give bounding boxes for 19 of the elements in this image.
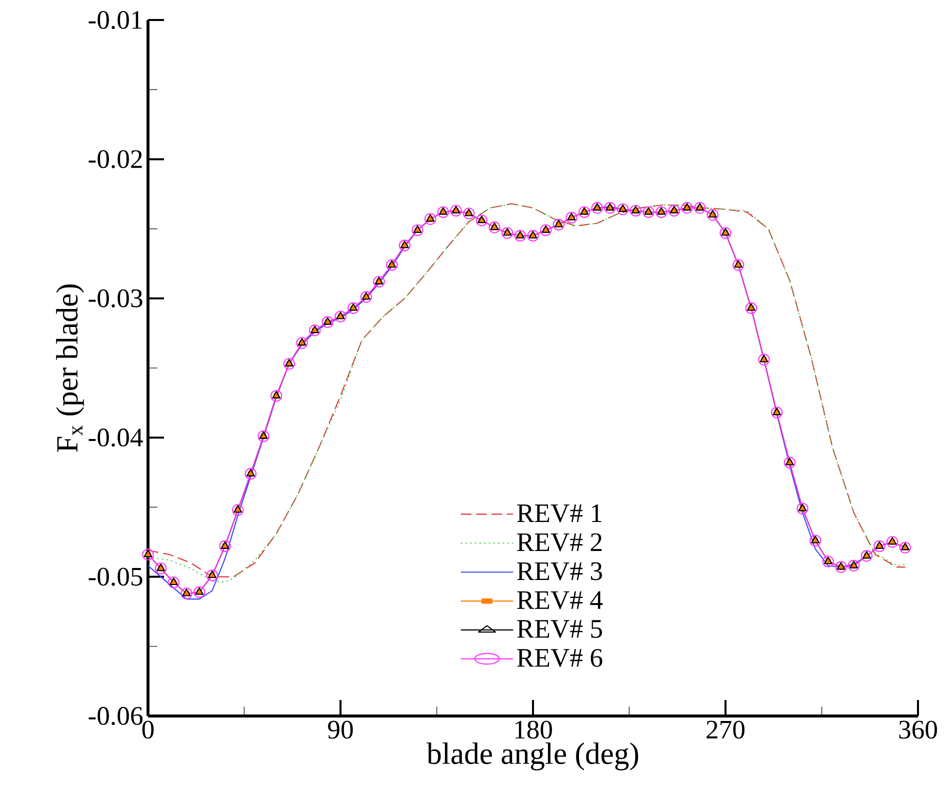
- y-tick-label: -0.04: [88, 428, 143, 447]
- x-tick-label: 360: [899, 720, 937, 739]
- x-tick-label: 270: [706, 720, 744, 739]
- y-tick-label: -0.01: [88, 10, 142, 30]
- x-axis-title: blade angle (deg): [426, 742, 638, 770]
- y-tick-label: -0.02: [88, 150, 142, 168]
- x-tick-label: 90: [328, 720, 353, 739]
- legend-label: REV# 5: [517, 620, 602, 638]
- legend-label: REV# 1: [517, 504, 602, 522]
- legend-label: REV# 3: [517, 562, 602, 580]
- y-tick-label: -0.06: [88, 706, 142, 726]
- y-axis-title: F$_{x}$ (per blade): [56, 284, 84, 452]
- legend-label: REV# 6: [517, 648, 602, 668]
- x-tick-label: 0: [142, 720, 154, 739]
- legend-label: REV# 4: [517, 591, 603, 610]
- y-tick-label: -0.03: [88, 289, 142, 308]
- x-tick-label: 180: [515, 720, 552, 739]
- y-tick-label: -0.05: [88, 568, 142, 586]
- legend-label: REV# 2: [517, 533, 602, 552]
